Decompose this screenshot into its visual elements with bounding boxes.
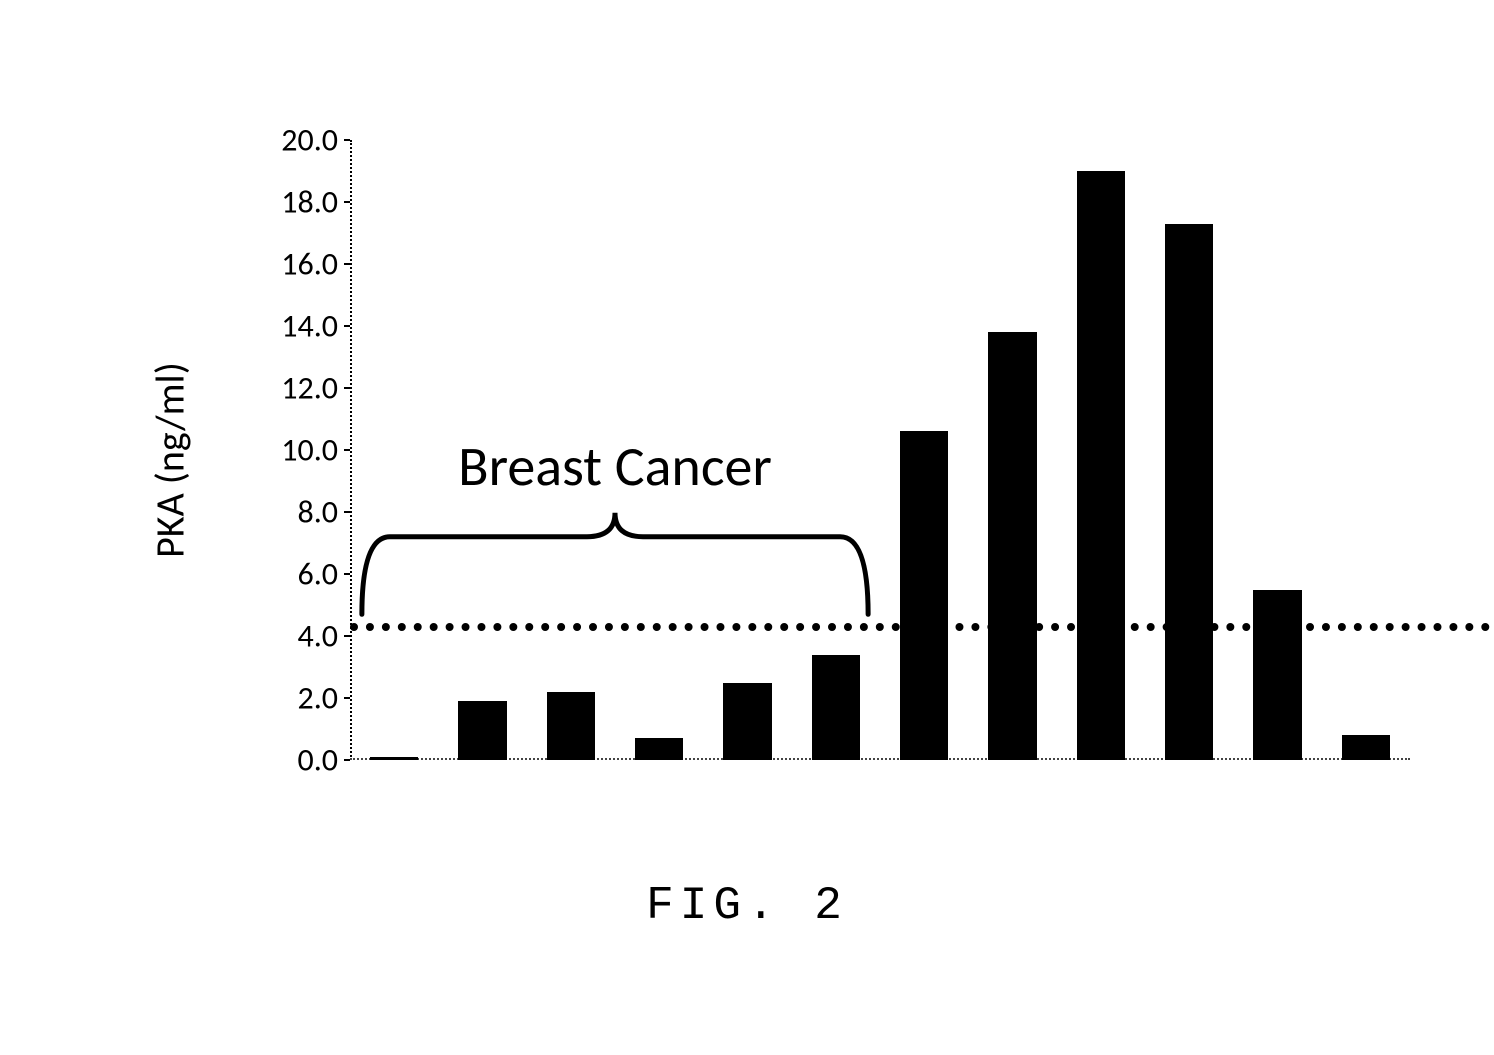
y-tick-label: 12.0 [281, 369, 338, 408]
annotation-brace [350, 140, 1410, 760]
y-tick-label: 16.0 [281, 245, 338, 284]
chart-container: PKA (ng/ml) 0.02.04.06.08.010.012.014.01… [120, 60, 1320, 760]
plot-area: 0.02.04.06.08.010.012.014.016.018.020.0B… [350, 140, 1410, 760]
y-tick-label: 18.0 [281, 183, 338, 222]
y-axis-label: PKA (ng/ml) [146, 362, 195, 558]
y-tick-label: 10.0 [281, 431, 338, 470]
figure-caption: FIG. 2 [646, 880, 848, 932]
y-tick-label: 6.0 [297, 555, 338, 594]
y-tick-label: 20.0 [281, 121, 338, 160]
y-tick-label: 14.0 [281, 307, 338, 346]
y-tick-label: 2.0 [297, 679, 338, 718]
y-tick-label: 4.0 [297, 617, 338, 656]
y-tick-label: 0.0 [297, 741, 338, 780]
y-tick-label: 8.0 [297, 493, 338, 532]
figure-stage: PKA (ng/ml) 0.02.04.06.08.010.012.014.01… [0, 0, 1494, 1055]
